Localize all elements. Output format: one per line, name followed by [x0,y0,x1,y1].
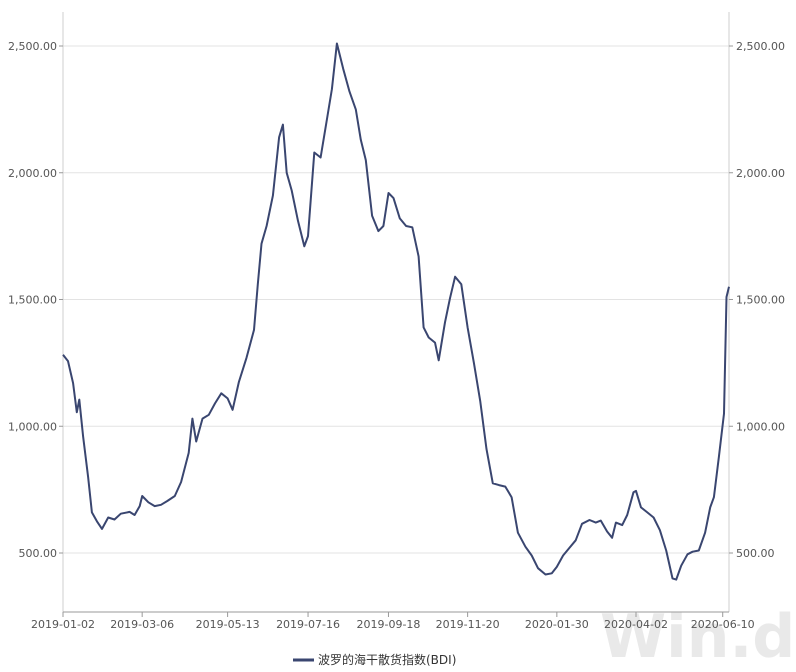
watermark: Win.d [600,602,795,672]
x-tick-label: 2019-05-13 [196,618,260,631]
y-axis-left: 500.00 1,000.00 1,500.00 2,000.00 2,500.00 [8,40,63,560]
plot-frame [62,12,730,613]
x-tick-label: 2020-06-10 [691,618,755,631]
y-tick-label-left: 2,000.00 [8,167,57,180]
grid-lines [63,45,729,554]
x-tick-label: 2019-09-18 [356,618,420,631]
y-tick-label-left: 1,000.00 [8,420,57,433]
y-tick-label-right: 2,500.00 [736,40,785,53]
y-tick-label-right: 500.00 [736,547,775,560]
x-tick-label: 2020-01-30 [525,618,589,631]
y-axis-right: 500.00 1,000.00 1,500.00 2,000.00 2,500.00 [729,40,785,560]
y-tick-label-right: 1,500.00 [736,294,785,307]
x-tick-label: 2019-07-16 [276,618,340,631]
y-tick-label-right: 2,000.00 [736,167,785,180]
x-tick-label: 2020-04-02 [604,618,668,631]
x-tick-label: 2019-03-06 [110,618,174,631]
legend[interactable]: 波罗的海干散货指数(BDI) [293,652,456,667]
y-tick-label-left: 1,500.00 [8,294,57,307]
y-tick-label-right: 1,000.00 [736,420,785,433]
y-tick-label-left: 500.00 [19,547,58,560]
y-tick-label-left: 2,500.00 [8,40,57,53]
x-tick-label: 2019-11-20 [436,618,500,631]
bdi-series-line [62,42,730,581]
x-axis: 2019-01-02 2019-03-06 2019-05-13 2019-07-16… [31,612,755,631]
x-tick-label: 2019-01-02 [31,618,95,631]
legend-label: 波罗的海干散货指数(BDI) [318,652,456,667]
